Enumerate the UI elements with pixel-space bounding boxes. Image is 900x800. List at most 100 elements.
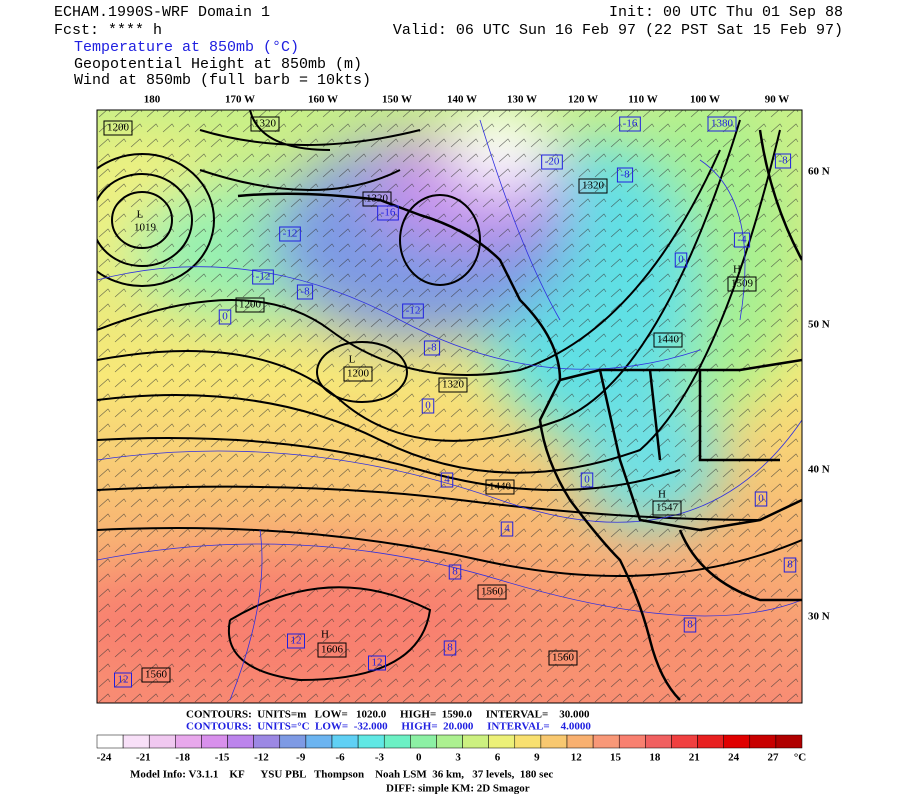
contour-label-box xyxy=(578,178,608,194)
colorbar-swatch xyxy=(462,734,489,749)
colorbar-label: 6 xyxy=(495,752,501,764)
colorbar-swatch xyxy=(201,734,228,749)
contour-label: 0 xyxy=(584,474,590,486)
contour-label-box xyxy=(619,116,641,132)
colorbar-label: 12 xyxy=(571,752,583,764)
contour-label: -20 xyxy=(545,156,560,168)
colorbar-swatch xyxy=(592,734,620,749)
contour-label-box xyxy=(754,491,768,507)
contour-label-box xyxy=(683,617,697,633)
colorbar-swatch xyxy=(148,734,176,749)
contour-label-box xyxy=(783,557,797,573)
contour-label-box xyxy=(402,303,424,319)
colorbar-label: -3 xyxy=(375,752,385,764)
model-info: Model Info: V3.1.1 KF YSU PBL Thompson N… xyxy=(130,769,553,781)
contour-label-box xyxy=(252,269,274,285)
contour-label-box xyxy=(653,332,683,348)
contour-label-box xyxy=(500,521,514,537)
contour-label: 4 xyxy=(504,523,510,535)
contour-label-box xyxy=(548,650,578,666)
contour-label: 8 xyxy=(447,642,453,654)
contour-label: 0 xyxy=(758,493,764,505)
contour-label-box xyxy=(296,284,314,300)
longitude-label: 170 W xyxy=(225,94,255,106)
contour-label-box xyxy=(317,642,347,658)
contour-label: 0 xyxy=(222,311,228,323)
latitude-label: 30 N xyxy=(808,611,830,623)
contour-label-box xyxy=(443,640,457,656)
colorbar-label: -21 xyxy=(136,752,151,764)
contour-label-box xyxy=(448,564,462,580)
colorbar-swatch xyxy=(96,734,124,749)
colorbar-unit: °C xyxy=(794,752,806,764)
colorbar-swatch xyxy=(671,734,698,749)
colorbar-swatch xyxy=(723,734,751,749)
contour-label-box xyxy=(362,191,392,207)
colorbar-swatch xyxy=(645,734,672,749)
contour-label: 1200 xyxy=(347,368,370,380)
contour-label: 1509 xyxy=(731,278,754,290)
contour-label: -4 xyxy=(737,234,747,246)
contour-label-box xyxy=(674,252,688,268)
contour-label-box xyxy=(477,584,507,600)
contour-label: 4 xyxy=(444,474,450,486)
contour-label-box xyxy=(580,472,594,488)
contour-label: -8 xyxy=(300,286,310,298)
colorbar-label: -24 xyxy=(97,752,112,764)
temperature-contour-info: CONTOURS: UNITS=°C LOW= -32.000 HIGH= 20… xyxy=(186,721,591,733)
contour-label-box xyxy=(368,655,386,671)
colorbar-label: -6 xyxy=(336,752,346,764)
contour-label: -12 xyxy=(406,305,421,317)
colorbar-label: 24 xyxy=(728,752,740,764)
field-height: Geopotential Height at 850mb (m) xyxy=(74,56,362,73)
contour-label-box xyxy=(652,500,682,516)
contour-label: 1320 xyxy=(366,193,389,205)
contour-label: 12 xyxy=(291,635,302,647)
contour-label: 12 xyxy=(372,657,383,669)
colorbar-swatch xyxy=(566,734,594,749)
contour-label: 1560 xyxy=(145,669,168,681)
contour-label: 1606 xyxy=(321,644,344,656)
longitude-label: 110 W xyxy=(628,94,657,106)
contour-label-box xyxy=(343,366,373,382)
contour-label: H xyxy=(733,264,741,276)
colorbar-label: 15 xyxy=(610,752,622,764)
colorbar-swatch xyxy=(175,734,202,749)
contour-label: -8 xyxy=(427,342,437,354)
contour-label: L xyxy=(137,209,144,221)
contour-label-box xyxy=(774,153,792,169)
contour-label: 1019 xyxy=(134,222,157,234)
colorbar-swatch xyxy=(436,734,463,749)
colorbar-label: 0 xyxy=(416,752,422,764)
longitude-label: 90 W xyxy=(765,94,790,106)
map-frame xyxy=(96,109,803,704)
colorbar-label: 27 xyxy=(767,752,779,764)
longitude-label: 130 W xyxy=(507,94,537,106)
colorbar-swatch xyxy=(357,734,385,749)
contour-label-box xyxy=(485,479,515,495)
contour-label: 8 xyxy=(787,559,793,571)
contour-label-box xyxy=(141,667,171,683)
contour-label: -8 xyxy=(778,155,788,167)
height-contour-info: CONTOURS: UNITS=m LOW= 1020.0 HIGH= 1590… xyxy=(186,709,590,721)
contour-label-box xyxy=(707,116,737,132)
longitude-label: 100 W xyxy=(690,94,720,106)
colorbar-swatch xyxy=(122,734,150,749)
contour-label: 1200 xyxy=(239,299,262,311)
map-field xyxy=(97,110,802,703)
latitude-label: 60 N xyxy=(808,166,830,178)
contour-label: 1547 xyxy=(656,502,679,514)
contour-label: 1200 xyxy=(107,122,130,134)
colorbar-swatch xyxy=(488,734,516,749)
colorbar-label: -9 xyxy=(296,752,306,764)
contour-label: 12 xyxy=(118,674,129,686)
contour-label: 0 xyxy=(678,254,684,266)
contour-label-box xyxy=(541,154,563,170)
latitude-label: 50 N xyxy=(808,319,830,331)
contour-label: 1320 xyxy=(442,379,465,391)
contour-label: -16 xyxy=(623,118,638,130)
contour-label: 1380 xyxy=(711,118,734,130)
contour-label-box xyxy=(440,472,454,488)
colorbar-swatch xyxy=(540,734,568,749)
colorbar-swatch xyxy=(279,734,307,749)
